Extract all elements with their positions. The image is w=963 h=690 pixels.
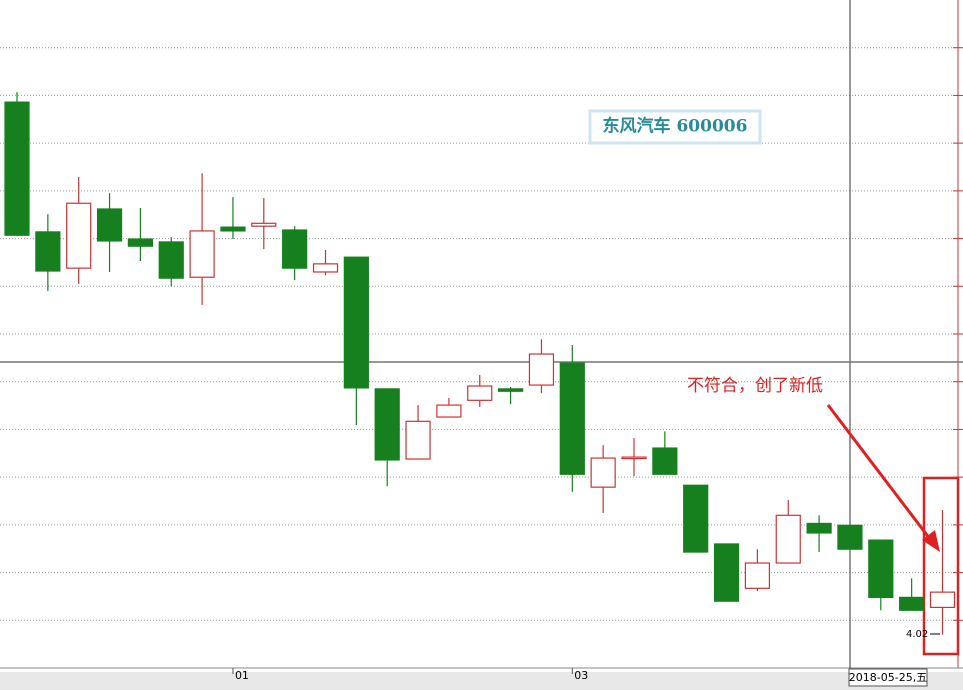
candle-body: [899, 596, 925, 611]
cursor-date: 2018-05-25,五: [849, 671, 927, 684]
candle-body: [528, 353, 555, 386]
x-tick-label: 01: [235, 669, 249, 682]
candle-body: [590, 457, 616, 488]
title-box: [588, 109, 762, 145]
candle-body: [683, 484, 709, 553]
candle-body: [713, 543, 740, 602]
highlight-box: [922, 476, 960, 656]
annotation-arrow: [826, 404, 935, 544]
candle-body: [158, 241, 184, 279]
candle-body: [744, 562, 771, 589]
candle-body: [343, 256, 369, 389]
candle-body: [35, 231, 61, 272]
tab-bar: [0, 672, 963, 690]
annotation: 不符合，创了新低: [687, 376, 823, 396]
arrow-head: [922, 530, 940, 552]
candle-body: [220, 226, 246, 232]
candle-body: [467, 385, 493, 401]
candle-body: [837, 524, 863, 550]
x-tick-label: 03: [574, 669, 588, 682]
candle-body: [775, 514, 801, 564]
candle-body: [405, 420, 431, 460]
candle-body: [929, 591, 956, 609]
low-label: 4.02: [906, 629, 928, 640]
candle-body: [868, 539, 894, 598]
candle-body: [374, 388, 400, 461]
candle-body: [436, 404, 462, 418]
candle-body: [251, 222, 277, 227]
candle-body: [806, 522, 832, 534]
candle-body: [96, 208, 123, 242]
candle-body: [4, 101, 30, 236]
candle-body: [189, 230, 215, 278]
candle-body: [66, 202, 92, 269]
candle-body: [127, 238, 153, 247]
candle-body: [282, 229, 308, 269]
cursor-date-box: [848, 668, 928, 687]
candle-body: [498, 388, 524, 392]
candle-body: [621, 456, 647, 460]
candle-body: [559, 362, 585, 475]
chart-title: 东风汽车 600006: [603, 116, 748, 137]
candle-body: [652, 447, 678, 475]
candle-body: [312, 263, 339, 273]
